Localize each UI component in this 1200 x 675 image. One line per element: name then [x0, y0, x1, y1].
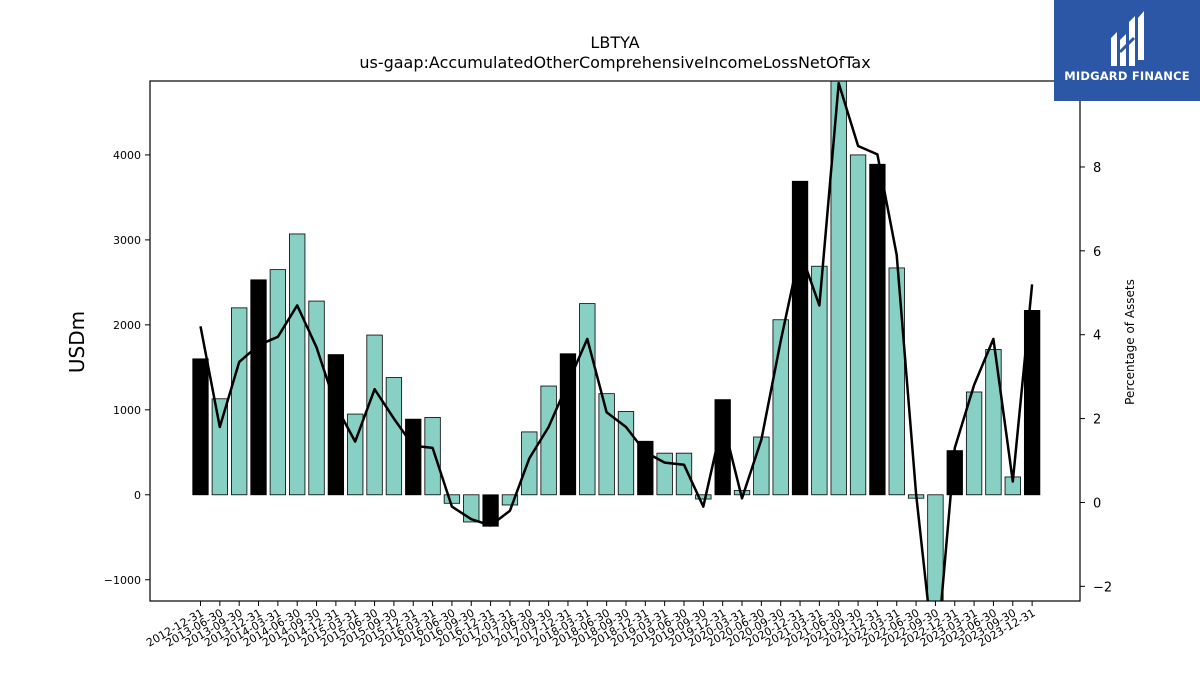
bar-2013-09-30 — [231, 307, 248, 496]
bar-2015-06-30 — [366, 334, 383, 496]
bar-2015-09-30 — [385, 377, 403, 496]
y-tick-label: 3000 — [113, 234, 141, 247]
y-tick-label: 1000 — [113, 404, 141, 417]
bar-2023-06-30 — [985, 349, 1002, 496]
bar-2022-09-30 — [927, 494, 944, 601]
y2-tick-label: 6 — [1093, 245, 1101, 260]
plot-frame — [149, 80, 1081, 602]
bar-2020-06-30 — [753, 436, 770, 496]
bar-2021-03-31 — [811, 265, 828, 496]
bar-2015-12-31 — [405, 418, 422, 496]
bar-2016-06-30 — [443, 494, 461, 504]
bar-2016-03-31 — [424, 417, 441, 496]
y-tick-label: 4000 — [113, 149, 141, 162]
brand-logo: MIDGARD FINANCE — [1054, 0, 1200, 101]
y-axis-label: USDm — [65, 311, 89, 373]
bar-2017-03-31 — [501, 494, 519, 506]
bars-group — [192, 81, 1041, 601]
bar-2017-09-30 — [540, 385, 557, 496]
y2-tick-label: 8 — [1093, 161, 1101, 176]
y2-tick-label: 4 — [1093, 329, 1101, 344]
logo-mark-icon — [1111, 11, 1144, 66]
bar-2014-09-30 — [308, 300, 325, 496]
bar-2018-03-31 — [579, 303, 596, 496]
bar-2022-03-31 — [888, 267, 905, 496]
y2-tick-label: 0 — [1093, 496, 1101, 511]
bar-2013-06-30 — [211, 398, 228, 496]
y-tick-label: 0 — [134, 489, 141, 502]
y2-tick-label: −2 — [1093, 580, 1112, 595]
line-group — [199, 81, 1034, 601]
chart-subtitle: us-gaap:AccumulatedOtherComprehensiveInc… — [359, 53, 870, 72]
bar-2018-06-30 — [598, 393, 615, 496]
y-tick-label: −1000 — [104, 574, 141, 587]
bar-2019-09-30 — [695, 494, 712, 500]
axes-group: −100001000200030004000−2024682012-12-312… — [104, 80, 1112, 650]
y2-axis-label: Percentage of Assets — [1123, 279, 1137, 405]
bar-2021-06-30 — [830, 81, 847, 496]
bar-2012-12-31 — [192, 358, 209, 496]
bar-2017-06-30 — [521, 431, 538, 496]
bar-2023-03-31 — [965, 391, 983, 496]
bar-2013-12-31 — [250, 279, 267, 496]
bar-2021-12-31 — [869, 163, 886, 496]
y2-tick-label: 2 — [1093, 413, 1101, 428]
chart-title: LBTYA — [590, 33, 639, 52]
bar-2021-09-30 — [849, 154, 867, 496]
bar-2020-12-31 — [791, 180, 809, 496]
y-tick-label: 2000 — [113, 319, 141, 332]
bar-2018-12-31 — [637, 440, 654, 496]
bar-2017-12-31 — [559, 353, 577, 496]
percentage-line — [199, 81, 1034, 601]
bar-2014-12-31 — [327, 354, 345, 496]
logo-text: MIDGARD FINANCE — [1064, 69, 1190, 83]
bar-2014-03-31 — [269, 269, 287, 496]
bar-2014-06-30 — [289, 233, 306, 496]
bar-2023-12-31 — [1023, 310, 1041, 496]
